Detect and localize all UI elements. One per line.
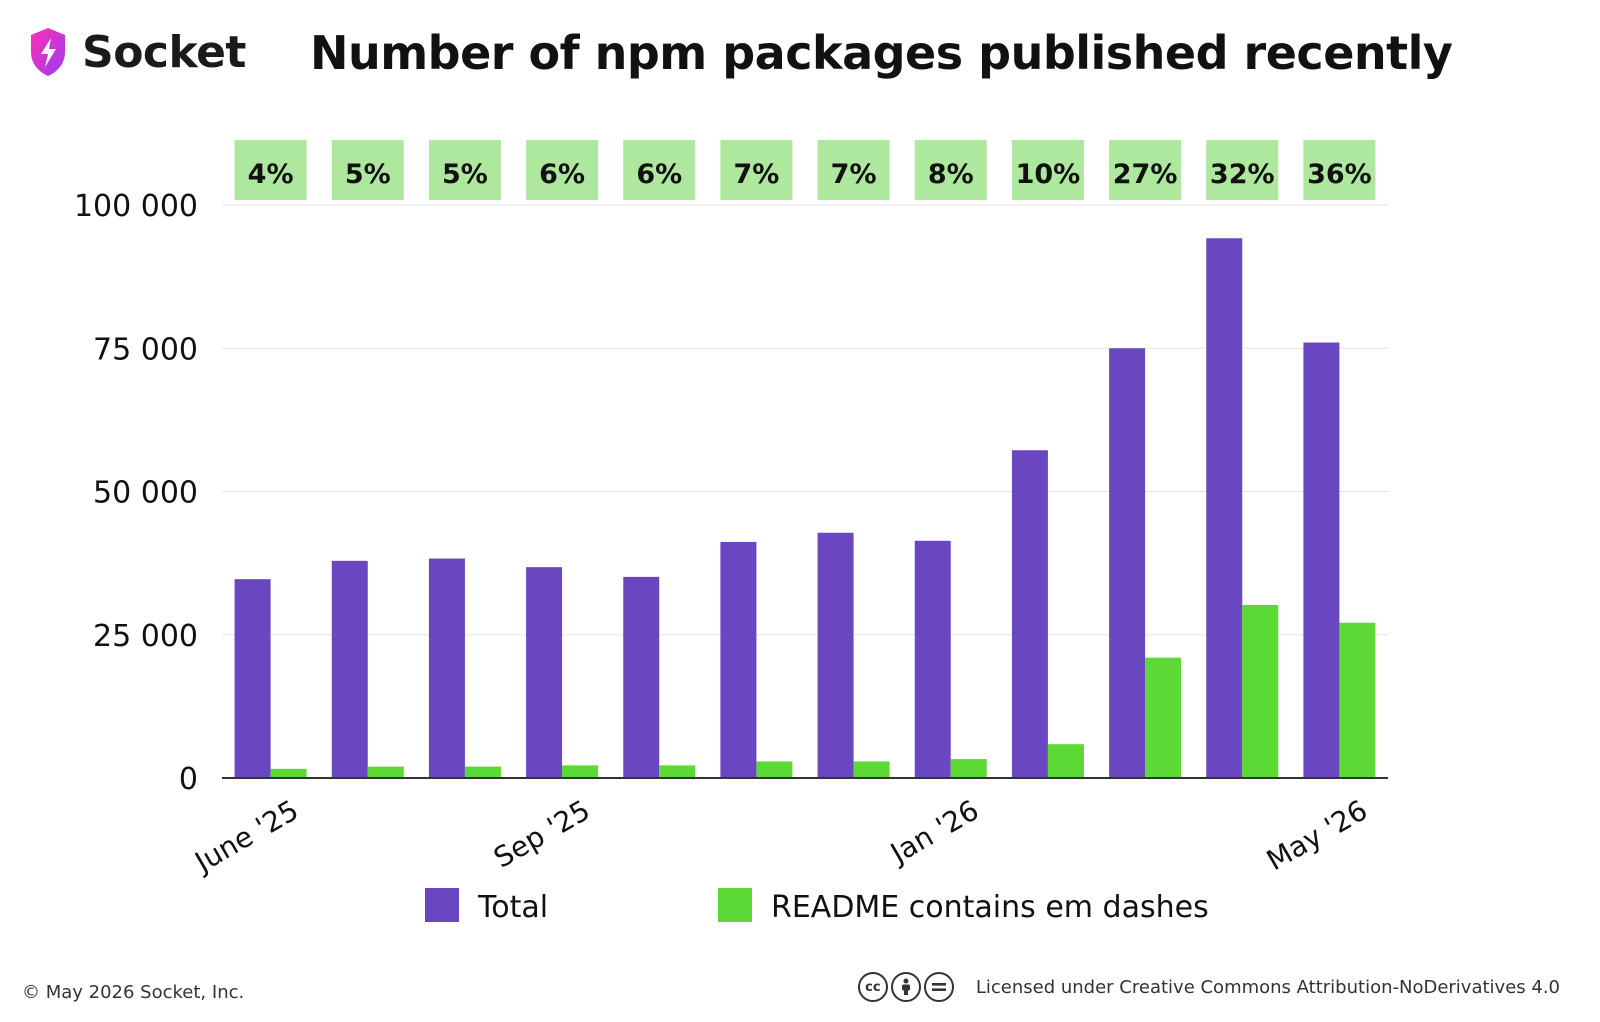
percent-label: 36% xyxy=(1307,159,1372,190)
percent-labels: 4% 5% 5% 6% 6% 7% 7% 8% 10% 27% 32% 36% xyxy=(234,140,1376,200)
grid-lines xyxy=(222,204,1388,636)
y-tick-label: 50 000 xyxy=(93,476,198,511)
bar-total xyxy=(720,541,757,778)
bar-readme-em-dashes xyxy=(1047,744,1084,778)
header: Socket Number of npm packages published … xyxy=(0,0,1600,120)
bar-total xyxy=(331,560,368,778)
x-tick-label: Sep '25 xyxy=(488,793,595,874)
by-icon xyxy=(890,972,921,1002)
y-tick-label: 0 xyxy=(179,762,198,797)
bar-readme-em-dashes xyxy=(1339,622,1376,778)
percent-label-box xyxy=(234,140,307,200)
nd-icon xyxy=(923,972,954,1002)
y-axis-ticks: 0 25 000 50 000 75 000 100 000 xyxy=(74,189,198,797)
bar-readme-em-dashes xyxy=(756,761,793,778)
legend-label: README contains em dashes xyxy=(771,890,1209,925)
cc-license-icons: cc xyxy=(857,972,954,1002)
x-axis-ticks: June '25 Sep '25 Jan '26 May '26 xyxy=(188,793,1373,879)
bar-total xyxy=(914,540,951,778)
socket-shield-icon xyxy=(31,28,65,76)
bar-readme-em-dashes xyxy=(1145,657,1182,778)
x-tick-label: Jan '26 xyxy=(883,793,984,870)
percent-label-box xyxy=(817,140,890,200)
bar-readme-em-dashes xyxy=(1242,604,1279,778)
bar-readme-em-dashes xyxy=(562,765,599,778)
percent-label: 5% xyxy=(442,159,488,190)
bar-total xyxy=(1109,348,1146,778)
bar-readme-em-dashes xyxy=(853,761,890,778)
percent-label: 10% xyxy=(1016,159,1081,190)
percent-label-box xyxy=(1109,140,1182,200)
bar-readme-em-dashes xyxy=(367,766,404,778)
percent-label: 32% xyxy=(1210,159,1275,190)
percent-label: 7% xyxy=(831,159,877,190)
y-tick-label: 100 000 xyxy=(74,189,198,224)
socket-logo: Socket xyxy=(28,26,246,78)
x-tick-label: May '26 xyxy=(1261,793,1373,877)
percent-label: 6% xyxy=(636,159,682,190)
copyright-text: © May 2026 Socket, Inc. xyxy=(22,982,245,1003)
percent-label: 7% xyxy=(733,159,779,190)
bar-readme-em-dashes xyxy=(659,765,696,778)
percent-label: 4% xyxy=(248,159,294,190)
y-tick-label: 75 000 xyxy=(93,332,198,367)
bar-total xyxy=(623,576,660,778)
percent-label-box xyxy=(1206,140,1279,200)
legend-label: Total xyxy=(477,890,548,925)
bar-total xyxy=(526,567,563,778)
percent-label-box xyxy=(526,140,599,200)
percent-label-box xyxy=(623,140,696,200)
license-text: Licensed under Creative Commons Attribut… xyxy=(975,976,1560,998)
percent-label: 27% xyxy=(1113,159,1178,190)
bar-readme-em-dashes xyxy=(270,768,307,778)
percent-label-box xyxy=(914,140,987,200)
bar-readme-em-dashes xyxy=(464,766,501,778)
percent-label: 8% xyxy=(928,159,974,190)
bar-total xyxy=(1011,450,1048,778)
percent-label-box xyxy=(331,140,404,200)
license-block: cc Licensed under Creative Commons Attri… xyxy=(857,972,1560,1002)
bar-total xyxy=(1206,238,1243,778)
percent-label: 5% xyxy=(345,159,391,190)
bar-chart: 0 25 000 50 000 75 000 100 000 4% 5% 5% 6% 6% 7% 7… xyxy=(74,140,1388,925)
x-tick-label: June '25 xyxy=(188,793,304,879)
bar-total xyxy=(234,579,271,778)
bar-total xyxy=(817,532,854,778)
percent-label-box xyxy=(1011,140,1084,200)
legend-swatch xyxy=(718,888,752,922)
brand-name: Socket xyxy=(82,26,246,78)
percent-label-box xyxy=(428,140,501,200)
cc-icon: cc xyxy=(857,972,888,1002)
bars xyxy=(234,238,1376,778)
bar-readme-em-dashes xyxy=(950,759,987,778)
legend-swatch xyxy=(425,888,459,922)
chart-title: Number of npm packages published recentl… xyxy=(310,26,1453,80)
percent-label-box xyxy=(1303,140,1376,200)
percent-label: 6% xyxy=(539,159,585,190)
y-tick-label: 25 000 xyxy=(93,619,198,654)
bar-total xyxy=(428,558,465,778)
bar-total xyxy=(1303,342,1340,778)
legend: Total README contains em dashes xyxy=(425,888,1209,925)
percent-label-box xyxy=(720,140,793,200)
